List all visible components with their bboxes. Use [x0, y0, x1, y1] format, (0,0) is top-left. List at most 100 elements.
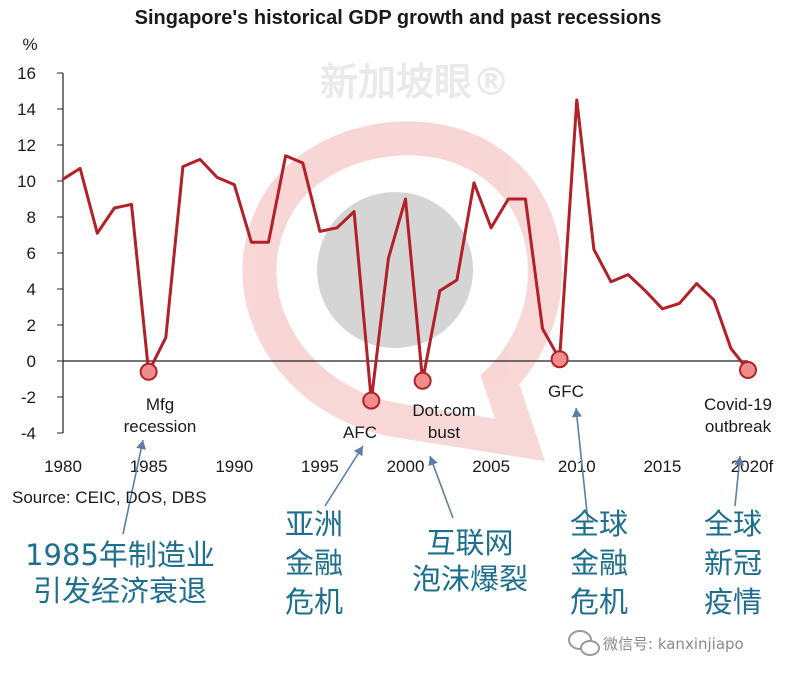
data-point [524, 197, 527, 201]
recession-label-chinese: 泡沫爆裂 [412, 562, 528, 596]
x-tick-label: 1990 [215, 457, 253, 476]
recession-label-chinese: 疫情 [704, 585, 762, 619]
x-tick-label: 2005 [472, 457, 510, 476]
recession-label: AFC [343, 423, 377, 442]
x-tick-label: 2000 [387, 457, 425, 476]
x-tick-label: 2020f [731, 457, 774, 476]
recession-label-chinese: 全球 [704, 507, 762, 541]
wechat-id-text: 微信号: kanxinjiapo [603, 635, 744, 653]
recession-label-chinese: 引发经济衰退 [33, 574, 207, 608]
data-point [301, 161, 304, 165]
data-point [164, 336, 167, 339]
chart-title: Singapore's historical GDP growth and pa… [135, 7, 662, 29]
recession-marker [550, 350, 569, 369]
callout-arrow-line [429, 455, 454, 519]
x-tick-label: 1995 [301, 457, 339, 476]
data-point [507, 197, 510, 201]
y-tick-label: -4 [21, 424, 36, 443]
watermark-pin-shape [242, 121, 562, 462]
x-tick-label: 2015 [643, 457, 681, 476]
data-point [472, 181, 476, 184]
recession-label-chinese: 新冠 [704, 546, 762, 580]
recession-label: Dot.com [412, 401, 475, 420]
x-tick-label: 1980 [44, 457, 82, 476]
x-tick-label: 2010 [558, 457, 596, 476]
y-tick-label: 4 [27, 280, 36, 299]
recession-marker [413, 371, 432, 390]
wechat-icon [568, 630, 600, 656]
recession-label: GFC [548, 382, 584, 401]
y-axis-unit: % [22, 35, 37, 54]
recession-label-chinese: 金融 [285, 546, 343, 580]
data-point [729, 347, 733, 350]
callout-arrowhead [428, 456, 438, 467]
data-point [267, 241, 270, 244]
data-point [284, 154, 287, 157]
callout-arrow-line [324, 445, 364, 507]
data-point [113, 206, 116, 210]
data-point [352, 210, 356, 213]
data-point [215, 176, 219, 179]
data-point [695, 282, 698, 285]
recession-marker [739, 361, 757, 379]
callout-arrowhead [136, 440, 147, 450]
data-point [181, 165, 185, 168]
callout-arrow-line [575, 407, 589, 523]
data-point [575, 98, 578, 102]
recession-label: recession [124, 417, 197, 436]
recession-marker [139, 362, 158, 381]
data-point [455, 278, 459, 282]
recession-label: Covid-19 [704, 395, 772, 414]
data-point [387, 257, 390, 260]
data-point [489, 226, 493, 229]
wechat-footer: 微信号: kanxinjiapo [568, 630, 744, 656]
recession-label-chinese: 金融 [570, 546, 628, 580]
data-point [250, 241, 253, 244]
callout-arrowhead [734, 456, 745, 466]
data-point [233, 183, 236, 186]
data-point [335, 226, 339, 229]
data-point [78, 167, 82, 170]
data-point [712, 298, 715, 301]
axes [57, 72, 748, 434]
watermark-logo: 新加坡眼® [242, 60, 562, 462]
data-point [541, 327, 544, 330]
y-tick-label: 14 [17, 100, 36, 119]
data-point [130, 203, 133, 206]
recession-label-chinese: 互联网 [426, 526, 513, 560]
y-tick-label: 16 [17, 64, 36, 83]
source-note: Source: CEIC, DOS, DBS [12, 488, 207, 507]
recession-label: outbreak [705, 417, 772, 436]
y-tick-label: 8 [27, 208, 36, 227]
data-point [661, 307, 664, 310]
y-tick-label: 12 [17, 136, 36, 155]
data-point [198, 158, 202, 161]
recession-label-chinese: 亚洲 [285, 507, 343, 541]
data-point [678, 302, 681, 305]
y-tick-label: 10 [17, 172, 36, 191]
data-point [96, 232, 99, 235]
recession-label: Mfg [146, 395, 174, 414]
recession-label: bust [428, 423, 460, 442]
recession-marker [362, 391, 381, 410]
recession-label-chinese: 全球 [570, 507, 628, 541]
data-point [609, 280, 613, 283]
data-point [644, 289, 647, 292]
callout-arrowhead [353, 446, 363, 457]
data-point [438, 289, 441, 292]
data-point [404, 197, 407, 201]
y-tick-label: 0 [27, 352, 36, 371]
callout-arrowhead [571, 408, 582, 418]
data-point [318, 230, 322, 233]
callout-arrow-line [122, 439, 144, 535]
y-tick-label: 2 [27, 316, 36, 335]
watermark-inner-circle [317, 192, 473, 348]
data-point [592, 248, 596, 251]
data-point [626, 273, 630, 276]
recession-label-chinese: 危机 [285, 585, 343, 619]
watermark-text: 新加坡眼® [320, 60, 510, 104]
series-group [61, 98, 750, 403]
